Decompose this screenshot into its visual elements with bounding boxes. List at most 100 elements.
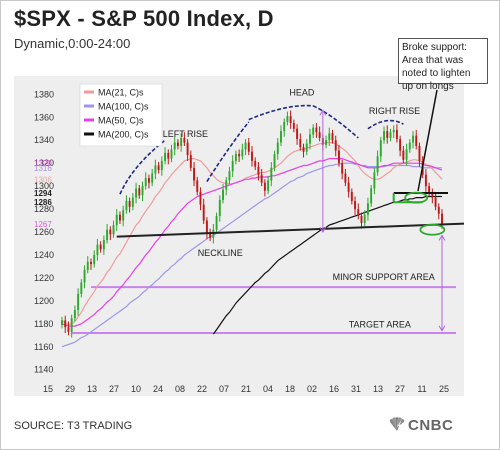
candle <box>151 173 154 183</box>
ma200-line <box>212 195 442 335</box>
candle <box>389 132 392 138</box>
candle <box>415 135 418 146</box>
plot-area: 1140 1160 1180 1200 1220 1240 1260 1280 1300 1320… <box>14 76 464 396</box>
candle <box>131 197 134 207</box>
candle <box>399 139 402 151</box>
head-mark-left <box>248 104 314 121</box>
candle <box>106 229 109 241</box>
candle <box>254 160 257 167</box>
neckline-label: NECKLINE <box>198 248 243 258</box>
x-tick-label: 25 <box>439 384 449 394</box>
head-height-arrow-head-down <box>319 226 327 234</box>
candle <box>61 320 63 325</box>
head-label: HEAD <box>289 88 315 98</box>
candle <box>238 154 241 157</box>
candle <box>83 269 86 283</box>
x-tick-label: 16 <box>329 384 339 394</box>
candle <box>276 142 279 155</box>
candle <box>360 215 363 223</box>
x-tick-label: 22 <box>197 384 207 394</box>
candle <box>209 233 212 238</box>
candle <box>350 191 353 202</box>
callout-pointer <box>417 89 438 192</box>
candle <box>109 229 112 235</box>
y-tick-label: 1220 <box>34 273 54 283</box>
candle <box>147 178 150 183</box>
legend-label: MA(200, C)s <box>98 130 149 140</box>
candle <box>90 261 92 265</box>
legend-label: MA(100, C)s <box>98 102 149 112</box>
candle <box>318 132 321 138</box>
candle <box>234 154 237 161</box>
candle <box>167 152 170 159</box>
y-tick-label: 1280 <box>34 204 54 214</box>
chart-title: $SPX - S&P 500 Index, D <box>14 6 274 31</box>
candle <box>357 209 360 216</box>
neckline-test-circle <box>419 223 446 236</box>
candle <box>202 204 205 221</box>
x-tick-label: 24 <box>153 384 163 394</box>
projection-arrow-head-down <box>438 325 446 332</box>
x-tick-label: 21 <box>241 384 251 394</box>
x-tick-label: 29 <box>65 384 75 394</box>
candle <box>138 188 141 196</box>
right-rise-label: RIGHT RISE <box>369 106 420 116</box>
x-tick-label: 08 <box>175 384 185 394</box>
candle <box>341 163 344 174</box>
head-mark-right <box>312 105 359 139</box>
y-tick-label: 1180 <box>34 319 53 329</box>
candle <box>135 188 138 198</box>
candle <box>122 210 125 221</box>
x-tick-label: 15 <box>43 384 53 394</box>
candle <box>392 129 395 133</box>
legend-label: MA(21, C)s <box>98 88 144 98</box>
y-level-label: 1267 <box>34 220 52 229</box>
minor-support-label: MINOR SUPPORT AREA <box>333 272 435 282</box>
candle <box>241 149 244 157</box>
y-tick-label: 1340 <box>34 135 54 145</box>
y-tick-label: 1140 <box>34 365 53 375</box>
candle <box>386 131 389 138</box>
candle <box>154 165 157 174</box>
candle <box>337 150 340 164</box>
candle <box>164 152 167 161</box>
candle <box>260 174 263 183</box>
candle <box>176 142 179 146</box>
candle <box>77 293 80 311</box>
candle <box>218 199 221 216</box>
x-tick-label: 13 <box>373 384 383 394</box>
candle <box>296 128 299 140</box>
candle <box>309 134 311 144</box>
y-tick-label: 1300 <box>34 181 54 191</box>
y-tick-label: 1160 <box>34 342 53 352</box>
candle <box>193 167 195 181</box>
y-tick-label: 1200 <box>34 296 54 306</box>
target-label: TARGET AREA <box>349 319 411 329</box>
candle <box>257 166 260 175</box>
candle <box>251 151 253 161</box>
candle <box>267 180 270 191</box>
candle <box>183 137 186 143</box>
x-tick-label: 27 <box>109 384 119 394</box>
x-tick-label: 18 <box>285 384 295 394</box>
candle <box>160 160 163 171</box>
right-rise-mark <box>367 119 404 130</box>
chart-subtitle: Dynamic,0:00-24:00 <box>14 36 131 51</box>
broke-support-callout: Broke support: Area that was noted to li… <box>398 38 488 92</box>
y-level-label: 1320 <box>34 159 52 168</box>
candle <box>325 140 328 145</box>
candle <box>315 127 318 133</box>
y-tick-label: 1320 <box>34 158 54 168</box>
candle <box>228 171 231 181</box>
support-break-circle <box>404 191 429 204</box>
candle <box>412 135 414 143</box>
candle <box>125 201 128 211</box>
x-tick-label: 31 <box>351 384 361 394</box>
candle <box>173 142 176 150</box>
nbc-peacock-icon <box>389 417 405 431</box>
neckline <box>116 222 464 238</box>
candle <box>379 140 382 157</box>
candle <box>363 214 366 223</box>
candle <box>292 123 295 129</box>
y-tick-label: 1260 <box>34 227 54 237</box>
